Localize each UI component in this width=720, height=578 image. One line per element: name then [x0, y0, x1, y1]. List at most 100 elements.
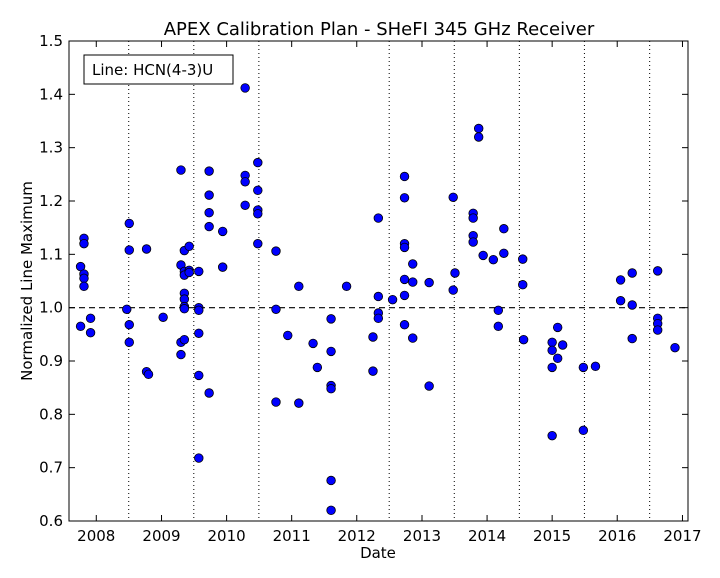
data-point — [552, 322, 563, 333]
data-point — [204, 190, 214, 200]
data-point — [79, 238, 89, 249]
y-tick-label: 0.8 — [39, 405, 63, 423]
data-point — [240, 177, 250, 187]
data-point — [194, 328, 204, 338]
data-point — [308, 338, 318, 349]
data-point — [217, 226, 228, 237]
y-tick-label: 1.0 — [39, 299, 63, 317]
data-point — [627, 333, 637, 344]
data-point — [194, 453, 204, 463]
data-point — [158, 312, 168, 322]
data-point — [294, 281, 304, 292]
y-tick-label: 0.6 — [39, 512, 63, 530]
y-tick-label: 1.5 — [39, 32, 63, 50]
data-point — [271, 246, 281, 256]
data-point — [240, 200, 250, 210]
annotation-frame — [83, 54, 234, 85]
data-point — [578, 425, 589, 436]
data-point — [424, 277, 434, 288]
x-tick-label: 2010 — [208, 527, 246, 545]
data-point — [184, 241, 194, 252]
data-point — [518, 334, 529, 345]
data-point — [399, 193, 410, 203]
x-tick-label: 2015 — [533, 527, 571, 545]
data-point — [194, 305, 204, 316]
data-point — [179, 334, 190, 345]
x-tick-label: 2008 — [77, 527, 115, 545]
plot-area — [69, 41, 688, 521]
data-point — [204, 388, 214, 398]
data-point — [326, 475, 336, 486]
data-point — [473, 123, 484, 134]
data-point — [271, 304, 281, 314]
x-tick-label: 2016 — [598, 527, 636, 545]
data-point — [368, 366, 378, 376]
data-point — [547, 345, 557, 356]
y-tick-label: 1.4 — [39, 85, 63, 103]
y-tick-label: 1.3 — [39, 139, 63, 157]
data-point — [493, 321, 504, 332]
data-point — [253, 185, 263, 196]
data-point — [373, 291, 384, 302]
x-tick-label: 2014 — [468, 527, 506, 545]
data-point — [85, 313, 96, 324]
data-point — [387, 294, 398, 305]
data-point — [518, 254, 528, 264]
y-axis-label: Normalized Line Maximum — [18, 181, 36, 381]
data-point — [326, 384, 336, 394]
data-point — [373, 313, 384, 324]
data-point — [547, 430, 557, 441]
data-point — [124, 218, 134, 229]
data-point — [326, 346, 336, 357]
data-point — [124, 337, 134, 348]
data-point — [75, 321, 86, 332]
data-point — [493, 305, 504, 316]
x-tick-label: 2009 — [142, 527, 180, 545]
data-point — [399, 171, 410, 182]
data-point — [670, 342, 680, 353]
x-axis-label: Date — [360, 544, 396, 562]
data-point — [448, 285, 458, 295]
data-point — [326, 314, 336, 324]
data-point — [408, 259, 418, 269]
data-point — [552, 353, 563, 364]
axis-ticks: 2008 2009 2010 2011 2012 2013 2014 2015 2016 2017… — [39, 32, 701, 545]
data-point — [194, 370, 204, 381]
data-point — [399, 320, 410, 330]
data-point — [204, 166, 214, 176]
data-point — [79, 281, 89, 292]
x-tick-label: 2012 — [338, 527, 376, 545]
annotation-box: Line: HCN(4-3)U — [83, 54, 234, 85]
data-point — [590, 361, 601, 372]
x-tick-label: 2017 — [663, 527, 701, 545]
data-point — [424, 381, 434, 391]
data-point — [499, 224, 509, 234]
data-point — [204, 208, 214, 218]
data-point — [615, 296, 626, 306]
data-point — [326, 505, 336, 516]
data-point — [652, 266, 663, 276]
chart-title: APEX Calibration Plan - SHeFI 345 GHz Re… — [164, 19, 595, 40]
data-point — [85, 328, 96, 338]
y-tick-label: 0.9 — [39, 352, 63, 370]
data-point — [652, 325, 663, 335]
data-point — [124, 320, 134, 330]
data-point — [184, 267, 194, 278]
data-point — [341, 281, 352, 292]
data-point — [499, 248, 509, 258]
data-point — [253, 157, 263, 168]
data-point — [547, 362, 557, 373]
data-point — [176, 165, 186, 175]
data-point — [194, 266, 204, 277]
data-point — [450, 268, 460, 278]
data-point — [294, 398, 304, 408]
data-point — [488, 254, 499, 265]
data-point — [627, 268, 637, 278]
y-tick-label: 1.1 — [39, 245, 63, 263]
data-point — [217, 262, 228, 272]
data-point — [373, 213, 384, 223]
y-tick-label: 1.2 — [39, 192, 63, 210]
data-point — [283, 330, 293, 341]
data-point — [557, 340, 568, 350]
